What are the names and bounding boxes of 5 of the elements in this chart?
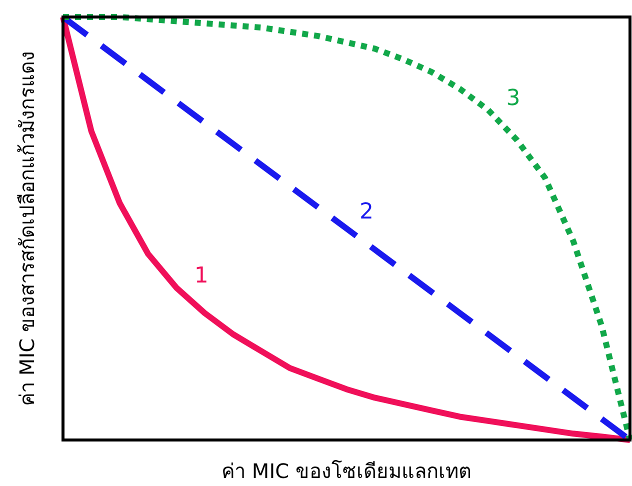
series-label: 3 <box>506 86 520 112</box>
series-label: 1 <box>194 264 208 289</box>
series-label: 2 <box>360 200 374 224</box>
y-axis-title: ค่า MIC ของสารสกัดเปลือกแก้วมังกรแดง <box>15 51 39 406</box>
x-axis-title: ค่า MIC ของโซเดียมแลกเทต <box>222 459 472 483</box>
